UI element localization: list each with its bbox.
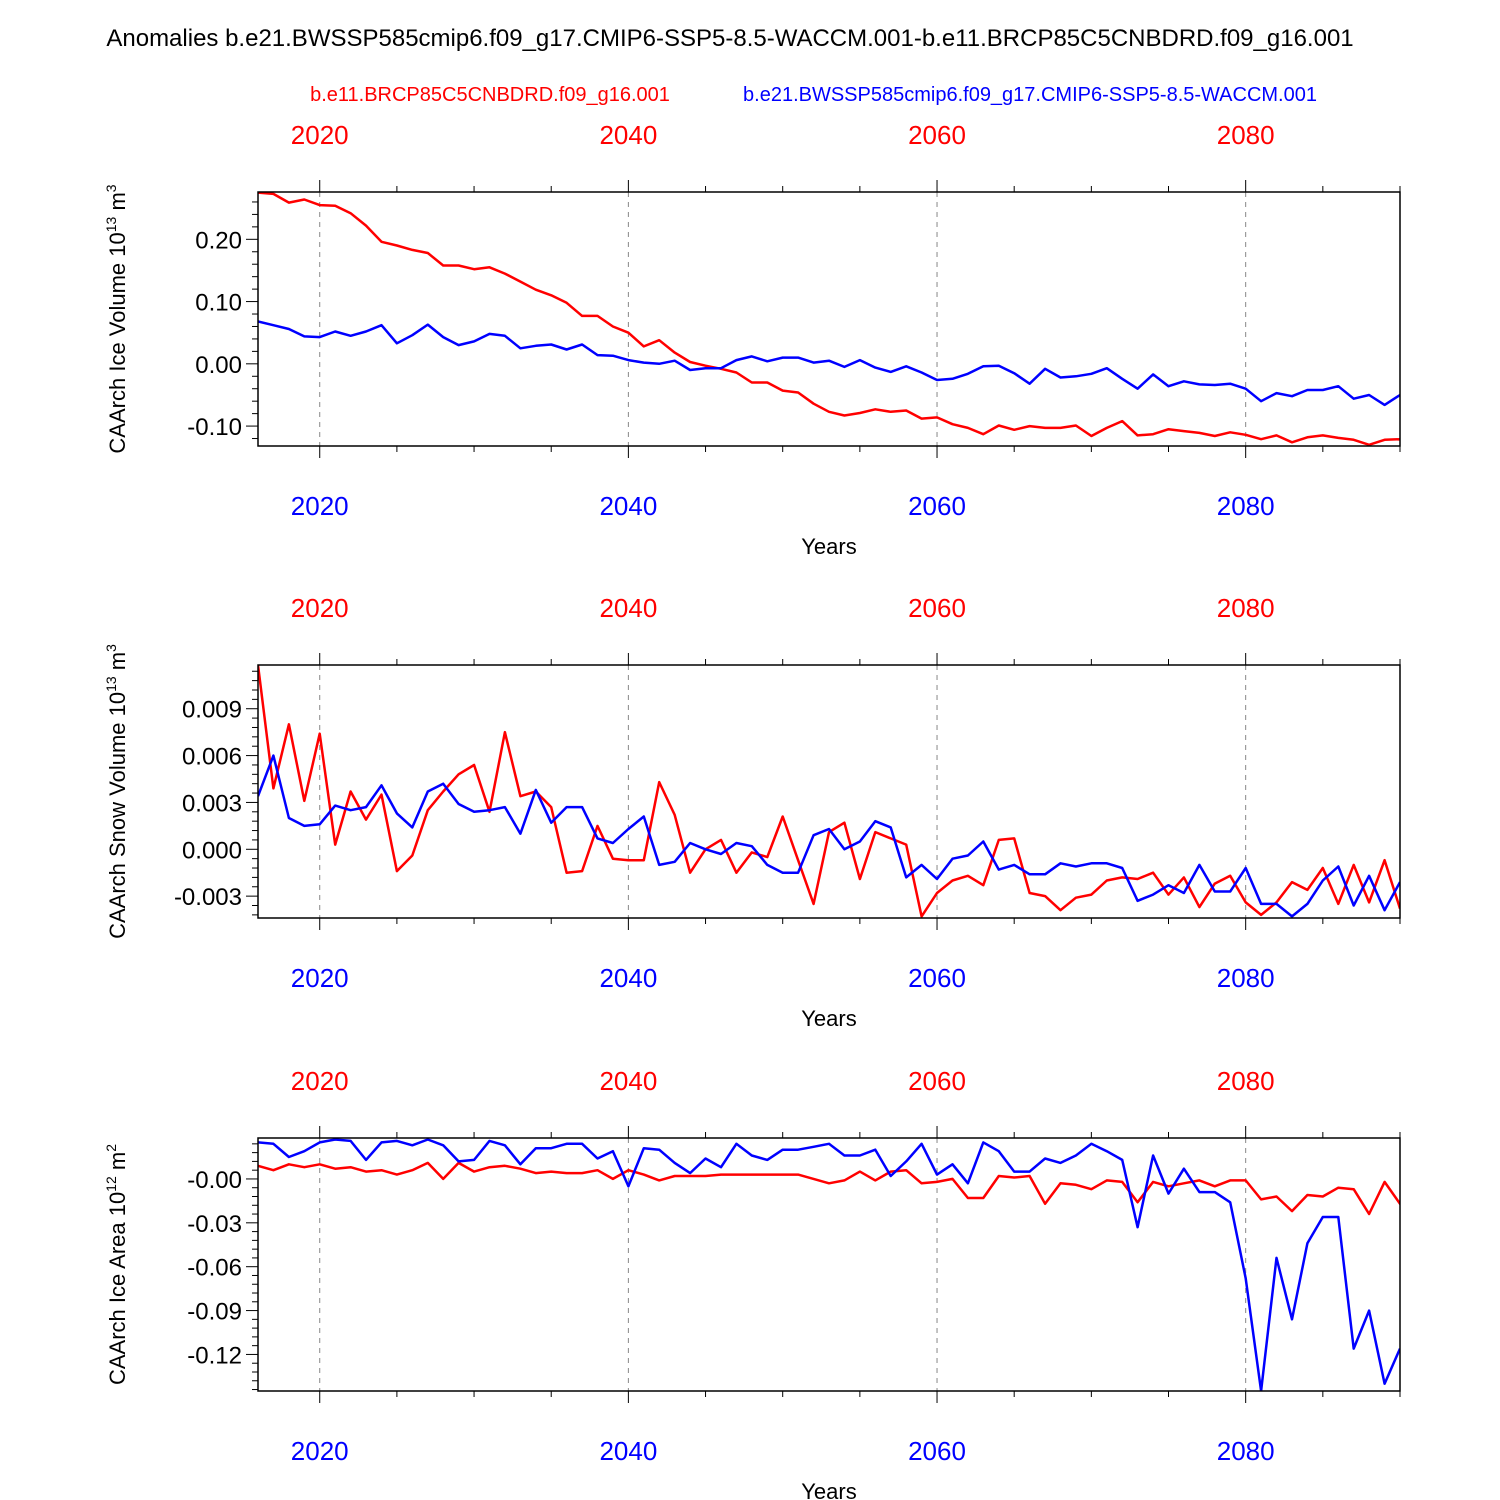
y-axis-label: CAArch Snow Volume 1013 m3: [103, 644, 130, 939]
y-tick-label: -0.003: [174, 884, 242, 911]
x-tick-label-top: 2060: [908, 1066, 966, 1096]
x-tick-label-top: 2080: [1217, 593, 1275, 623]
panel-2: 0.009 0.006 0.003 0.000 -0.003 2020 2020 2040 20…: [103, 593, 1401, 1031]
x-tick-label-bottom: 2040: [599, 963, 657, 993]
y-tick-label: -0.09: [187, 1299, 242, 1326]
x-tick-label-bottom: 2020: [291, 491, 349, 521]
y-tick-label: -0.06: [187, 1255, 242, 1282]
x-tick-label-top: 2060: [908, 120, 966, 150]
x-tick-label-bottom: 2060: [908, 963, 966, 993]
plot-frame: [257, 1137, 1401, 1392]
y-tick-label: -0.12: [187, 1342, 242, 1369]
x-tick-label-top: 2020: [291, 1066, 349, 1096]
x-tick-label-bottom: 2020: [291, 1436, 349, 1466]
x-axis-label: Years: [801, 1479, 856, 1500]
series-line-case2: [258, 754, 1400, 918]
y-tick-label: -0.03: [187, 1211, 242, 1238]
y-tick-label: 0.20: [195, 227, 242, 254]
x-tick-label-bottom: 2060: [908, 491, 966, 521]
y-tick-label: -0.10: [187, 414, 242, 441]
x-tick-label-top: 2060: [908, 593, 966, 623]
series-line-case1: [258, 665, 1400, 918]
y-tick-label: 0.003: [182, 790, 242, 817]
x-tick-label-top: 2040: [599, 1066, 657, 1096]
x-axis-label: Years: [801, 1006, 856, 1031]
x-tick-label-bottom: 2060: [908, 1436, 966, 1466]
series-line-case1: [258, 1161, 1400, 1216]
y-tick-label: 0.00: [195, 352, 242, 379]
x-tick-label-bottom: 2080: [1217, 491, 1275, 521]
x-axis-label: Years: [801, 534, 856, 559]
plot-frame: [257, 664, 1401, 919]
legend-case1-label: b.e11.BRCP85C5CNBDRD.f09_g16.001: [310, 84, 670, 106]
x-tick-label-bottom: 2080: [1217, 963, 1275, 993]
x-tick-label-top: 2080: [1217, 120, 1275, 150]
chart-panels: 0.20 0.10 0.00 -0.10 2020 2020 2040 2040 2060 206…: [103, 120, 1401, 1500]
legend-case2-label: b.e21.BWSSP585cmip6.f09_g17.CMIP6-SSP5-8…: [743, 84, 1317, 106]
x-tick-label-top: 2020: [291, 593, 349, 623]
x-tick-label-top: 2040: [599, 593, 657, 623]
x-tick-label-bottom: 2040: [599, 491, 657, 521]
plot-frame: [257, 191, 1401, 447]
figure-title: Anomalies b.e21.BWSSP585cmip6.f09_g17.CM…: [106, 25, 1353, 52]
y-tick-label: -0.00: [187, 1167, 242, 1194]
y-tick-label: 0.006: [182, 744, 242, 771]
series-line-case2: [258, 1138, 1400, 1391]
x-tick-label-bottom: 2040: [599, 1436, 657, 1466]
panel-3: -0.00 -0.03 -0.06 -0.09 -0.12 2020 2020 2040 204…: [103, 1066, 1401, 1500]
panel-1: 0.20 0.10 0.00 -0.10 2020 2020 2040 2040 2060 206…: [103, 120, 1401, 559]
x-tick-label-bottom: 2080: [1217, 1436, 1275, 1466]
y-axis-label: CAArch Ice Volume 1013 m3: [103, 184, 130, 453]
series-line-case1: [258, 192, 1400, 446]
x-tick-label-bottom: 2020: [291, 963, 349, 993]
x-tick-label-top: 2040: [599, 120, 657, 150]
y-tick-label: 0.000: [182, 837, 242, 864]
x-tick-label-top: 2020: [291, 120, 349, 150]
y-axis-label: CAArch Ice Area 1012 m2: [103, 1144, 130, 1385]
series-line-case2: [258, 320, 1400, 407]
y-tick-label: 0.10: [195, 290, 242, 317]
x-tick-label-top: 2080: [1217, 1066, 1275, 1096]
y-tick-label: 0.009: [182, 697, 242, 724]
